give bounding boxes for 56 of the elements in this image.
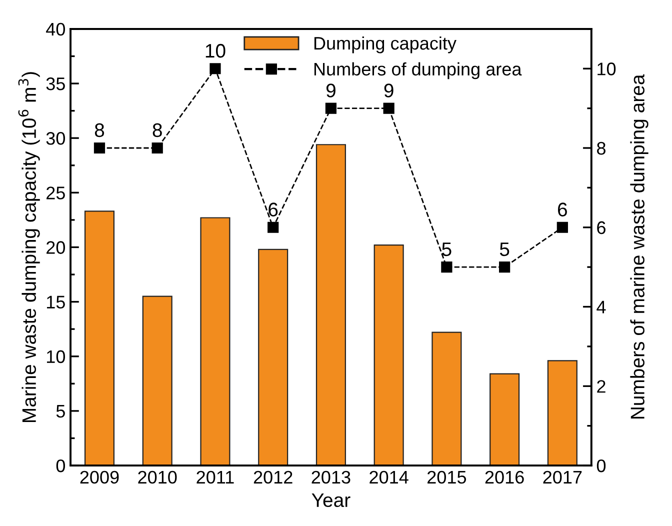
legend-label: Numbers of dumping area (314, 62, 522, 80)
x-tick-label: 2014 (370, 470, 408, 484)
data-label: 6 (558, 202, 567, 216)
y2-tick-label: 10 (598, 62, 616, 76)
bar (547, 360, 578, 466)
y2-axis-title: Numbers of marine waste dumping area (630, 74, 648, 419)
point (325, 102, 337, 114)
x-tick-label: 2016 (485, 470, 524, 484)
bar (84, 210, 115, 466)
y-tick-label: 20 (46, 241, 65, 254)
x-tick-label: 2017 (543, 470, 582, 484)
bar (432, 332, 462, 466)
point (94, 142, 106, 154)
y-tick-label: 30 (46, 132, 65, 145)
bar (142, 296, 172, 466)
y-axis-title: Marine waste dumping capacity (10$^{6}$ m$^{3}$) (18, 72, 40, 422)
y-tick-label: 35 (46, 77, 65, 90)
y-tick-label: 0 (56, 459, 65, 472)
x-tick-label: 2015 (428, 470, 466, 484)
data-label: 8 (152, 123, 162, 138)
point (556, 222, 568, 233)
y2-tick-label: 4 (596, 300, 606, 314)
data-label: 8 (94, 123, 104, 138)
y2-tick-label: 6 (597, 221, 606, 234)
data-label: 10 (206, 44, 226, 58)
point (383, 102, 394, 114)
x-tick-label: 2013 (312, 470, 350, 484)
point (268, 222, 279, 233)
bar (490, 373, 520, 466)
bar (374, 244, 404, 466)
x-tick-label: 2010 (138, 470, 177, 484)
data-label: 6 (268, 202, 278, 216)
y-tick-label: 10 (46, 350, 65, 364)
legend-label: Dumping capacity (314, 36, 456, 54)
data-label: 5 (442, 242, 452, 256)
y2-tick-label: 2 (597, 380, 606, 393)
y-tick-label: 5 (56, 405, 65, 418)
y-tick-label: 15 (46, 296, 65, 309)
data-label: 5 (500, 242, 510, 256)
point (441, 262, 452, 273)
point (152, 142, 163, 154)
y-tick-label: 40 (46, 22, 65, 36)
y2-tick-label: 0 (596, 459, 606, 472)
x-tick-label: 2012 (254, 470, 292, 484)
x-tick-label: 2009 (80, 470, 119, 484)
bar (200, 217, 230, 466)
point (210, 63, 221, 74)
bar (258, 248, 288, 466)
point (499, 262, 510, 273)
data-label: 9 (326, 84, 336, 98)
bar (316, 144, 346, 466)
data-label: 9 (384, 84, 394, 98)
x-axis-title: Year (312, 493, 350, 508)
y-tick-label: 25 (46, 186, 65, 200)
x-tick-label: 2011 (196, 470, 234, 484)
y2-tick-label: 8 (597, 142, 606, 155)
